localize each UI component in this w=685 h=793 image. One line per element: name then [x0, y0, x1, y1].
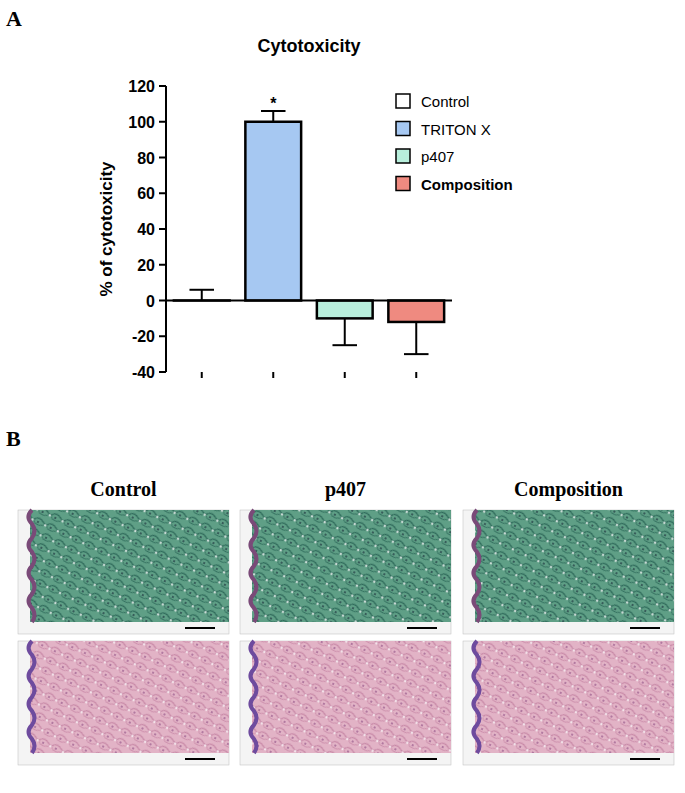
y-tick-label: -40	[132, 364, 155, 381]
column-title: Control	[90, 478, 157, 500]
y-tick	[159, 264, 166, 266]
chart-title: Cytotoxicity	[257, 36, 360, 56]
image-frame	[18, 641, 229, 765]
legend-label: Composition	[421, 176, 513, 193]
y-tick	[159, 228, 166, 230]
legend-swatch	[396, 122, 410, 136]
legend-swatch	[396, 149, 410, 163]
figure: A Cytotoxicity -40 -20 0 20 40 60 80 100 120 % of c…	[0, 0, 685, 793]
tissue	[475, 510, 674, 622]
image-frame	[240, 510, 451, 634]
column-title: p407	[325, 478, 366, 501]
y-tick-label: 120	[128, 78, 155, 95]
y-tick	[159, 85, 166, 87]
bar	[245, 122, 301, 301]
y-tick	[159, 192, 166, 194]
error-bar	[415, 322, 417, 354]
image-frame	[240, 641, 451, 765]
y-tick	[159, 371, 166, 373]
legend-label: p407	[421, 148, 454, 165]
bars	[174, 111, 444, 354]
y-tick-label: 20	[137, 257, 155, 274]
y-axis-title: % of cytotoxicity	[97, 161, 116, 297]
y-tick-label: 100	[128, 114, 155, 131]
image-frame	[463, 510, 674, 634]
column-title: Composition	[514, 478, 623, 501]
y-tick	[159, 121, 166, 123]
x-tick	[344, 372, 346, 378]
x-tick	[415, 372, 417, 378]
y-tick-label: 80	[137, 150, 155, 167]
tissue	[30, 510, 229, 622]
x-tick	[272, 372, 274, 378]
epidermis	[474, 510, 480, 622]
y-tick-label: 0	[146, 293, 155, 310]
y-tick	[159, 300, 166, 302]
y-tick-label: 60	[137, 185, 155, 202]
y-tick	[159, 335, 166, 337]
epidermis	[251, 641, 257, 753]
image-frame	[18, 510, 229, 634]
scale-bar	[630, 758, 660, 760]
epidermis	[251, 510, 257, 622]
annotation: *	[270, 95, 277, 112]
scale-bar	[185, 758, 215, 760]
y-tick	[159, 157, 166, 159]
epidermis	[29, 510, 35, 622]
error-cap	[404, 353, 429, 355]
y-tick-label: 40	[137, 221, 155, 238]
error-bar	[201, 290, 203, 301]
image-frame	[463, 641, 674, 765]
scale-bar	[407, 758, 437, 760]
epidermis	[29, 641, 35, 753]
y-tick-label: -20	[132, 328, 155, 345]
legend-swatch	[396, 94, 410, 108]
x-tick	[201, 372, 203, 378]
tissue	[475, 641, 674, 753]
epidermis	[474, 641, 480, 753]
panel-label: B	[6, 426, 21, 451]
scale-bar	[407, 627, 437, 629]
scale-bar	[185, 627, 215, 629]
panel-label: A	[6, 6, 22, 31]
error-cap	[332, 344, 357, 346]
error-cap	[189, 289, 214, 291]
legend-label: Control	[421, 93, 469, 110]
legend-label: TRITON X	[421, 121, 491, 138]
scale-bar	[630, 627, 660, 629]
x-axis	[166, 300, 452, 302]
error-bar	[344, 318, 346, 345]
bar	[388, 301, 444, 322]
tissue	[30, 641, 229, 753]
error-bar	[272, 111, 274, 122]
bar	[317, 301, 373, 319]
tissue	[252, 510, 451, 622]
legend-swatch	[396, 177, 410, 191]
tissue	[252, 641, 451, 753]
